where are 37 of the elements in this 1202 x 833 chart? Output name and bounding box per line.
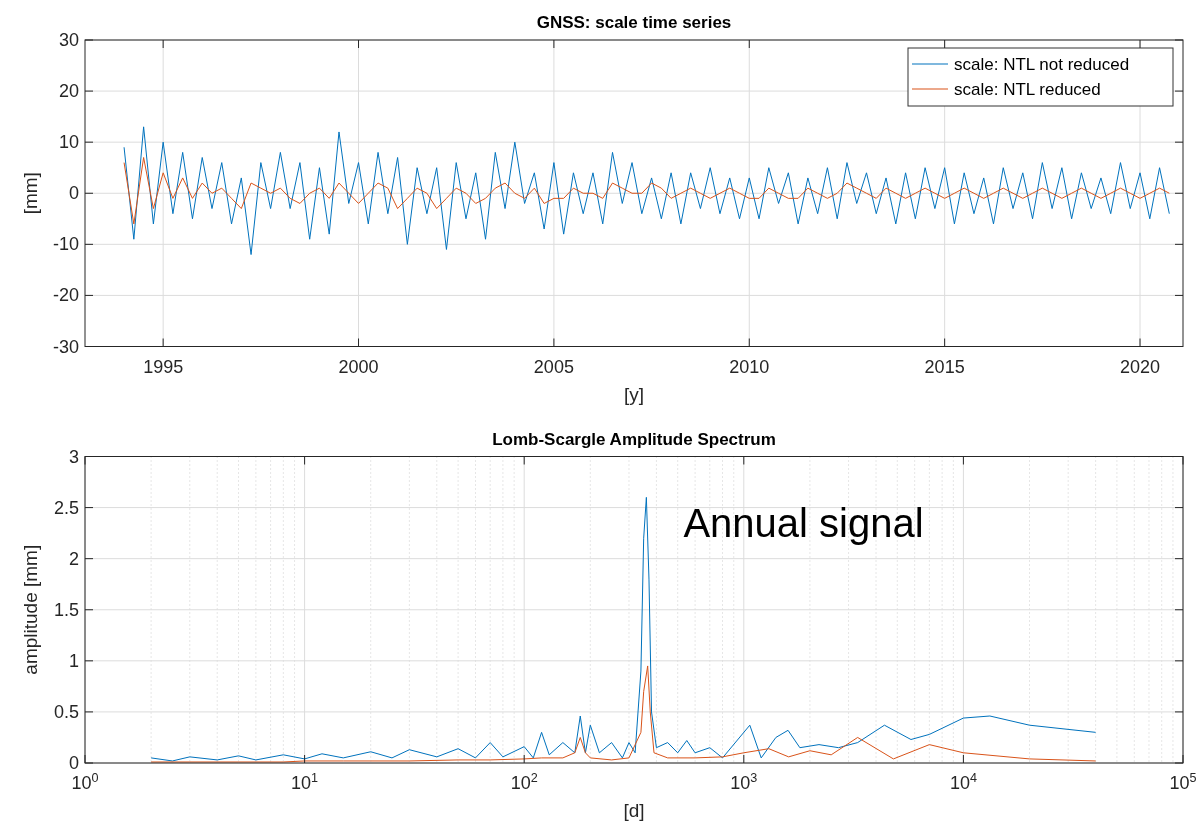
y-tick-label: 1.5 (53, 599, 79, 620)
x-tick-label: 2000 (338, 356, 379, 377)
x-tick-label: 10$^{0}$ (71, 771, 99, 793)
annotation: Annual signal (683, 500, 924, 545)
x-axis-title: [y] (623, 383, 645, 405)
y-axis-title: [mm] (20, 172, 41, 215)
y-tick-label: 0 (68, 183, 79, 204)
x-tick-label: 2020 (1119, 356, 1161, 377)
y-tick-label: -10 (52, 234, 79, 255)
chart-title: GNSS: scale time series (536, 13, 732, 32)
y-tick-label: 0.5 (53, 701, 79, 722)
y-tick-label: 3 (68, 446, 79, 467)
x-tick-label: 2005 (533, 356, 574, 377)
x-tick-label: 10$^{4}$ (949, 771, 977, 793)
line-series (123, 156, 1170, 225)
y-axis-title: amplitude [mm] (20, 544, 41, 675)
x-tick-label: 2010 (729, 356, 770, 377)
chart-title: Lomb-Scargle Amplitude Spectrum (492, 429, 776, 449)
y-tick-label: 20 (58, 81, 79, 102)
x-tick-label: 1995 (143, 356, 184, 377)
x-tick-label: 10$^{2}$ (510, 771, 538, 793)
y-tick-label: 2.5 (53, 497, 79, 518)
y-tick-label: 30 (58, 30, 79, 50)
x-tick-label: 2015 (924, 356, 965, 377)
y-tick-label: -20 (52, 285, 79, 306)
line-series (123, 126, 1170, 256)
legend-label: scale: NTL reduced (954, 80, 1101, 99)
y-tick-label: -30 (52, 336, 79, 357)
x-tick-label: 10$^{5}$ (1169, 771, 1197, 793)
y-tick-label: 2 (68, 548, 79, 569)
y-tick-label: 10 (58, 132, 79, 153)
y-tick-label: 1 (68, 650, 79, 671)
y-tick-label: 0 (68, 753, 79, 773)
x-axis-title: [d] (623, 800, 645, 821)
x-tick-label: 10$^{3}$ (730, 771, 758, 793)
legend-label: scale: NTL not reduced (954, 55, 1130, 74)
x-tick-label: 10$^{1}$ (291, 771, 319, 793)
